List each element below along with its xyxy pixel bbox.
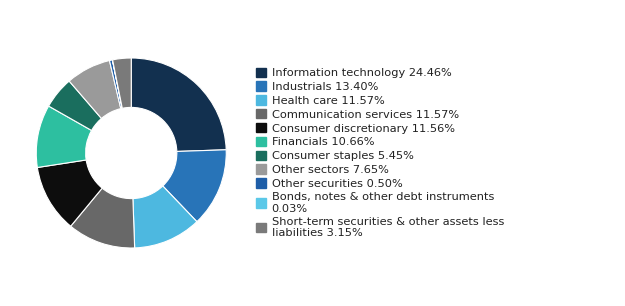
- Wedge shape: [112, 60, 123, 108]
- Wedge shape: [109, 60, 123, 109]
- Wedge shape: [131, 58, 226, 151]
- Wedge shape: [36, 106, 92, 167]
- Wedge shape: [69, 61, 121, 118]
- Wedge shape: [112, 58, 131, 108]
- Legend: Information technology 24.46%, Industrials 13.40%, Health care 11.57%, Communica: Information technology 24.46%, Industria…: [256, 68, 504, 238]
- Wedge shape: [133, 186, 197, 248]
- Wedge shape: [38, 160, 102, 226]
- Wedge shape: [162, 150, 226, 222]
- Wedge shape: [71, 188, 134, 248]
- Wedge shape: [49, 81, 101, 130]
